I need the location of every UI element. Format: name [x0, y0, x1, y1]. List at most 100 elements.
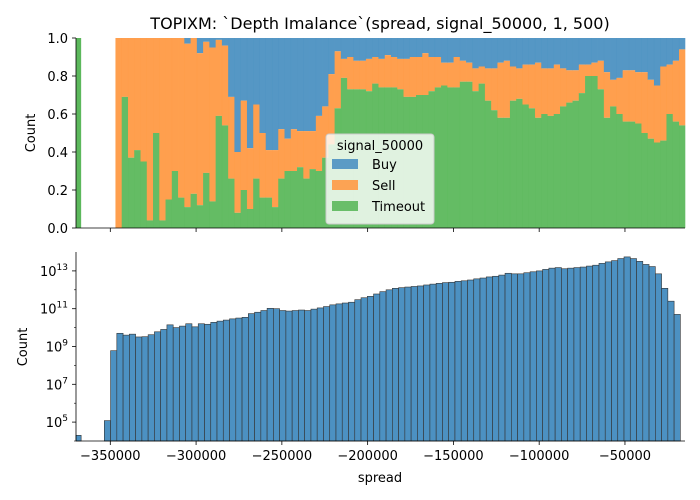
top-bar-timeout-61 [497, 117, 504, 228]
top-bar-sell-31 [309, 131, 317, 170]
bottom-x-label: spread [358, 471, 402, 486]
hist-bar-22 [241, 317, 249, 442]
bottom-x-tick-label: −300000 [166, 449, 227, 464]
top-bar-sell-16 [215, 39, 223, 116]
top-y-tick-label: 1.0 [47, 32, 68, 47]
top-bar-sell-33 [322, 106, 329, 158]
log-histogram-plot: 105 107 109 1011 1013 −350000 −300000 −250000 −2… [16, 252, 685, 486]
top-bar-sell-37 [347, 57, 354, 90]
hist-bar-40 [354, 299, 362, 442]
top-bar-sell-42 [378, 58, 386, 88]
top-bar-sell-34 [328, 74, 335, 145]
legend-swatch-timeout [332, 201, 358, 211]
hist-bar-55 [448, 281, 456, 442]
hist-bar-37 [335, 303, 343, 442]
hist-bar-56 [454, 281, 462, 442]
hist-bar-78 [592, 264, 600, 442]
hist-bar-60 [479, 277, 487, 442]
hist-bar-83 [623, 256, 631, 442]
hist-bar-7 [147, 334, 155, 442]
hist-bar-68 [529, 271, 537, 442]
top-bar-sell-2 [127, 38, 135, 158]
hist-bar-44 [379, 291, 387, 442]
top-bar-timeout-86 [653, 142, 661, 228]
top-bar-timeout-28 [290, 171, 298, 228]
hist-bar-15 [197, 323, 205, 442]
top-bar-buy-65 [522, 38, 530, 65]
top-bar-buy-36 [340, 38, 348, 59]
top-bar-timeout-67 [534, 117, 542, 228]
hist-bar-87 [648, 266, 656, 442]
top-bar-buy-34 [328, 38, 335, 75]
hist-bar-11 [172, 327, 180, 442]
top-bar-buy-15 [209, 38, 216, 48]
bottom-y-tick-label: 109 [46, 339, 69, 356]
top-bar-buy-88 [666, 38, 674, 65]
legend-label-timeout: Timeout [371, 200, 425, 215]
top-bar-buy-28 [290, 38, 298, 130]
top-bar-buy-50 [428, 38, 436, 57]
hist-bar-2 [116, 332, 124, 442]
top-bar-timeout-83 [635, 123, 642, 228]
bottom-x-tick-label: −200000 [337, 449, 398, 464]
top-bar-buy-81 [622, 38, 630, 71]
top-bar-buy-72 [566, 38, 573, 71]
top-bar-sell-65 [522, 64, 530, 105]
hist-bar-10 [166, 324, 174, 442]
top-bar-timeout-2 [127, 157, 135, 228]
hist-bar-23 [248, 313, 255, 442]
top-bar-timeout-56 [466, 81, 473, 228]
top-bar-sell-64 [516, 68, 523, 99]
top-bar-timeout-72 [566, 102, 573, 228]
top-bar-timeout-76 [591, 76, 598, 228]
hist-bar-39 [348, 301, 356, 442]
legend-swatch-buy [332, 159, 358, 169]
top-bar-timeout-22 [253, 178, 260, 228]
hist-bar-1 [110, 350, 118, 442]
hist-bar-25 [260, 310, 268, 442]
hist-bar-76 [579, 266, 587, 442]
hist-bar-71 [548, 267, 556, 442]
top-bar-sell-22 [253, 104, 260, 179]
top-bar-buy-23 [259, 38, 267, 133]
hist-bar-61 [485, 276, 493, 442]
top-bar-timeout-29 [297, 167, 304, 228]
top-bar-timeout-11 [184, 207, 191, 228]
top-bar-sell-9 [171, 38, 179, 171]
top-bar-sell-56 [466, 62, 473, 82]
top-bar-buy-87 [660, 38, 667, 67]
top-bar-sell-82 [628, 70, 636, 122]
top-bar-sell-68 [541, 68, 548, 114]
top-bar-buy-63 [509, 38, 517, 67]
top-bar-sell-77 [597, 60, 605, 90]
top-bar-sell-15 [209, 47, 216, 202]
top-bar-timeout-15 [209, 201, 216, 228]
hist-bar-84 [629, 258, 637, 442]
top-bar-timeout-21 [246, 209, 254, 228]
hist-bar-90 [667, 300, 675, 442]
top-bar-sell-14 [203, 41, 210, 173]
top-bar-sell-28 [290, 129, 298, 171]
top-bar-timeout-77 [597, 89, 605, 228]
top-bar-sell-30 [303, 131, 310, 179]
top-bar-buy-14 [203, 38, 210, 42]
hist-bar-52 [429, 283, 437, 442]
top-bar-sell-3 [134, 38, 141, 151]
top-bar-timeout-51 [434, 87, 442, 229]
top-bar-sell-61 [497, 62, 504, 118]
stacked-fraction-plot: 0.0 0.2 0.4 0.6 0.8 1.0 Count signal_50000 Bu… [24, 32, 686, 237]
top-bar-timeout-68 [541, 114, 548, 228]
hist-bar-35 [323, 306, 331, 442]
top-bar-timeout-31 [309, 169, 317, 228]
top-bar-buy-61 [497, 38, 504, 63]
top-bar-buy-33 [322, 38, 329, 107]
bottom-x-tick-label: −100000 [509, 449, 570, 464]
top-bar-buy-71 [560, 38, 567, 69]
top-bar-sell-79 [610, 79, 617, 107]
top-bar-sell-32 [315, 115, 323, 171]
top-bar-sell-13 [196, 53, 204, 206]
top-bar-sell-80 [616, 77, 623, 114]
hist-bar-88 [655, 273, 662, 442]
top-bar-sell-70 [553, 64, 561, 114]
